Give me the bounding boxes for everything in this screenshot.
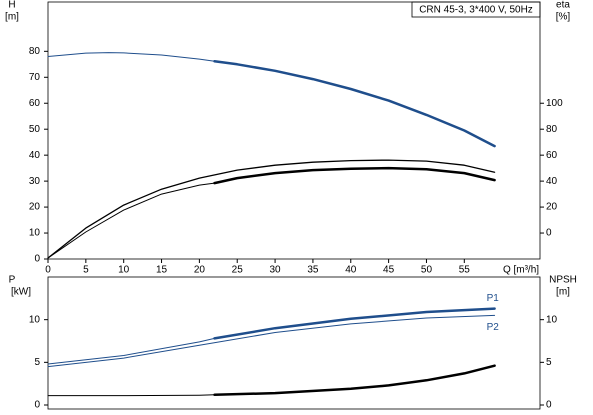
y-tick-label: 0: [34, 254, 40, 265]
y2-tick-label: 20: [546, 202, 558, 213]
y-axis-unit: [m]: [5, 12, 19, 23]
y2-axis-label: eta: [556, 0, 570, 11]
curve: [47, 52, 215, 62]
y2-tick-label: 0: [546, 228, 552, 239]
plot-frame: [47, 276, 541, 410]
y2-tick-label: 0: [546, 400, 552, 411]
x-tick-label: 40: [345, 265, 357, 276]
curve: [47, 182, 215, 259]
curve: [213, 307, 496, 340]
x-tick-label: 45: [383, 265, 395, 276]
x-tick-label: 0: [45, 265, 51, 276]
curve: [213, 364, 496, 397]
curve: [47, 159, 496, 259]
x-tick-label: 30: [270, 265, 282, 276]
series-label: P1: [487, 293, 500, 304]
x-tick-label: 5: [83, 265, 89, 276]
y2-tick-label: 80: [546, 124, 558, 135]
y2-tick-label: 40: [546, 176, 558, 187]
x-axis-label: Q [m³/h]: [503, 265, 539, 276]
x-tick-label: 55: [459, 265, 471, 276]
x-tick-label: 35: [307, 265, 319, 276]
y-tick-label: 10: [29, 228, 41, 239]
y2-axis-label: NPSH: [549, 275, 577, 286]
y2-tick-label: 5: [546, 357, 552, 368]
y2-tick-label: 100: [546, 98, 563, 109]
x-tick-label: 15: [156, 265, 168, 276]
x-tick-label: 25: [232, 265, 244, 276]
curve: [213, 166, 496, 185]
y-tick-label: 10: [29, 314, 41, 325]
y-tick-label: 0: [34, 400, 40, 411]
curve: [213, 59, 496, 148]
y2-axis-unit: [m]: [556, 287, 570, 298]
series-label: P2: [487, 322, 500, 333]
y-tick-label: 40: [29, 150, 41, 161]
y-axis-label: H: [8, 0, 15, 11]
y-tick-label: 20: [29, 202, 41, 213]
curve: [47, 314, 496, 368]
y-axis-unit: [kW]: [11, 287, 31, 298]
y-tick-label: 70: [29, 72, 41, 83]
y2-tick-label: 10: [546, 314, 558, 325]
x-tick-label: 20: [194, 265, 206, 276]
x-tick-label: 10: [118, 265, 130, 276]
plot-frame: [47, 1, 541, 260]
y-tick-label: 5: [34, 357, 40, 368]
curve: [47, 394, 215, 397]
chart-title: CRN 45-3, 3*400 V, 50Hz: [419, 5, 533, 16]
y-tick-label: 60: [29, 98, 41, 109]
y-axis-label: P: [9, 275, 16, 286]
y-tick-label: 50: [29, 124, 41, 135]
y-tick-label: 80: [29, 46, 41, 57]
y2-tick-label: 60: [546, 150, 558, 161]
y2-axis-unit: [%]: [556, 12, 571, 23]
y-tick-label: 30: [29, 176, 41, 187]
curve: [47, 337, 215, 365]
x-tick-label: 50: [421, 265, 433, 276]
